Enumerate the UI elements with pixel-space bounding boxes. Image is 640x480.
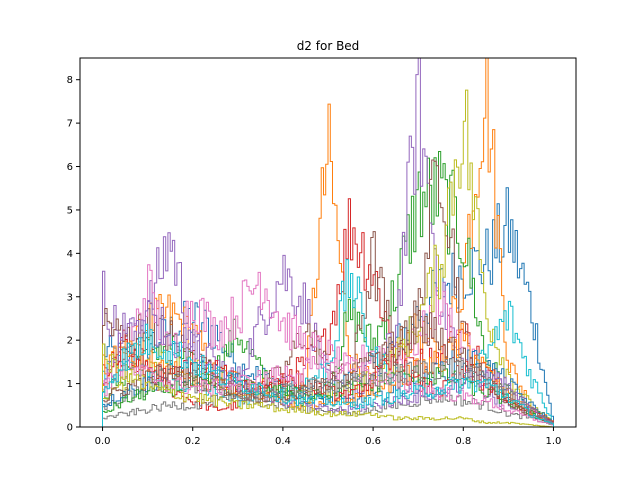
- series-line-17: [102, 355, 554, 427]
- y-axis: 0 1 2 3 4 5 6 7 8: [67, 75, 80, 434]
- axes-frame: [79, 57, 577, 428]
- y-tick-label: 1: [67, 379, 73, 390]
- x-tick-label: 0.6: [365, 436, 381, 447]
- x-tick-label: 0.4: [275, 436, 291, 447]
- y-tick-label: 7: [67, 119, 73, 130]
- y-tick-label: 3: [67, 292, 73, 303]
- y-tick-label: 8: [67, 75, 73, 86]
- x-tick-label: 1.0: [546, 436, 562, 447]
- series-line-18: [102, 358, 554, 427]
- x-tick-label: 0.2: [185, 436, 201, 447]
- x-tick-label: 0.0: [95, 436, 111, 447]
- y-tick-label: 5: [67, 205, 73, 216]
- series-line-2: [102, 57, 554, 427]
- series-layer: [102, 57, 554, 428]
- series-line-20: [102, 323, 554, 427]
- x-tick-label: 0.8: [455, 436, 471, 447]
- plot-area: [79, 57, 577, 428]
- series-line-19: [102, 343, 554, 428]
- chart-title: d2 for Bed: [297, 39, 360, 53]
- y-tick-label: 6: [67, 162, 73, 173]
- x-axis: 0.0 0.2 0.4 0.6 0.8 1.0: [95, 427, 562, 447]
- y-tick-label: 0: [67, 423, 73, 434]
- y-tick-label: 2: [67, 336, 73, 347]
- y-tick-label: 4: [67, 249, 73, 260]
